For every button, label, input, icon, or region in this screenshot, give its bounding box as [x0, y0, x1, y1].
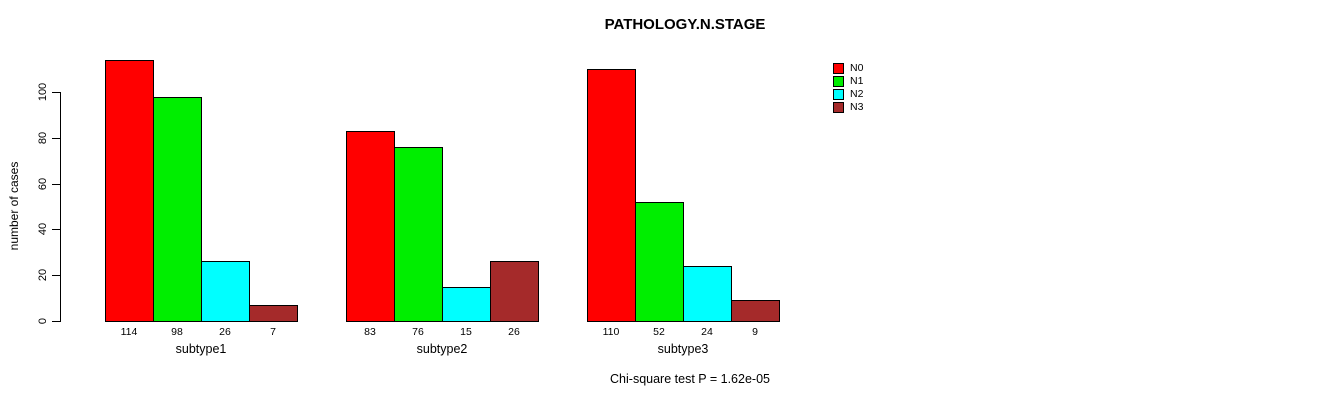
y-tick-label: 100	[37, 82, 49, 102]
bar-count-label: 15	[460, 326, 472, 338]
legend-swatch-n1-icon	[833, 76, 844, 87]
bar-count-label: 52	[653, 326, 665, 338]
bar-n1-subtype3	[635, 201, 684, 322]
bar-n1-subtype1	[153, 96, 202, 322]
category-label-subtype2: subtype2	[416, 342, 468, 356]
legend-label: N1	[850, 75, 864, 87]
category-label-subtype3: subtype3	[657, 342, 709, 356]
bar-n0-subtype1	[105, 59, 154, 322]
y-axis-tick	[52, 275, 60, 277]
y-axis-label: number of cases	[7, 161, 21, 251]
y-tick-label: 40	[37, 223, 49, 236]
y-axis-line	[60, 92, 61, 322]
bar-count-label: 24	[701, 326, 713, 338]
bar-count-label: 83	[364, 326, 376, 338]
bar-count-label: 110	[602, 326, 620, 338]
legend: N0 N1 N2 N3	[833, 62, 863, 114]
y-axis-tick	[52, 321, 60, 322]
bar-n0-subtype2	[346, 130, 395, 322]
y-axis-tick	[52, 137, 60, 139]
bar-count-label: 114	[120, 326, 138, 338]
y-tick-label: 20	[37, 269, 49, 282]
legend-row-n0: N0	[833, 62, 863, 75]
bar-count-label: 98	[171, 326, 183, 338]
bar-n2-subtype2	[442, 286, 491, 322]
category-label-subtype1: subtype1	[175, 342, 227, 356]
y-axis-tick	[52, 92, 60, 93]
bar-n2-subtype3	[683, 266, 732, 322]
legend-row-n2: N2	[833, 88, 863, 101]
bar-n2-subtype1	[201, 261, 250, 322]
legend-label: N0	[850, 62, 864, 74]
chart-title: PATHOLOGY.N.STAGE	[604, 16, 766, 33]
legend-label: N2	[850, 88, 864, 100]
bar-count-label: 9	[752, 326, 758, 338]
chi-square-note: Chi-square test P = 1.62e-05	[610, 372, 770, 386]
bar-count-label: 76	[412, 326, 424, 338]
bar-count-label: 26	[508, 326, 520, 338]
bar-count-label: 7	[270, 326, 276, 338]
y-tick-label: 80	[37, 131, 49, 144]
legend-row-n1: N1	[833, 75, 863, 88]
bar-count-label: 26	[219, 326, 231, 338]
legend-swatch-n2-icon	[833, 89, 844, 100]
bar-n3-subtype3	[731, 300, 780, 322]
legend-row-n3: N3	[833, 101, 863, 114]
y-tick-label: 60	[37, 177, 49, 190]
legend-swatch-n0-icon	[833, 63, 844, 74]
y-tick-label: 0	[37, 317, 49, 325]
y-axis-tick	[52, 183, 60, 185]
bar-n3-subtype2	[490, 261, 539, 322]
legend-label: N3	[850, 101, 864, 113]
y-axis-tick	[52, 229, 60, 231]
bar-n1-subtype2	[394, 146, 443, 322]
legend-swatch-n3-icon	[833, 102, 844, 113]
bar-n3-subtype1	[249, 304, 298, 322]
bar-n0-subtype3	[587, 69, 636, 322]
